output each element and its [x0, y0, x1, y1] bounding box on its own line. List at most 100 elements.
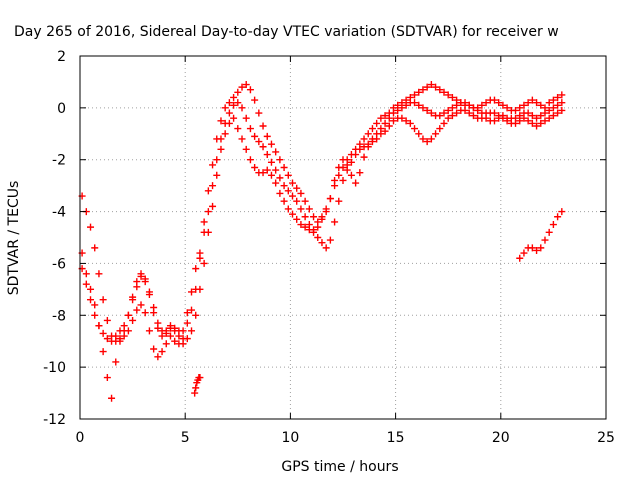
- data-point: [297, 221, 305, 229]
- data-point: [95, 322, 103, 330]
- data-point: [196, 249, 204, 257]
- data-point: [141, 275, 149, 283]
- data-point: [103, 335, 111, 343]
- data-point: [322, 205, 330, 213]
- data-point: [276, 156, 284, 164]
- data-point: [154, 319, 162, 327]
- data-point: [436, 112, 444, 120]
- data-point: [331, 182, 339, 190]
- data-point: [423, 83, 431, 91]
- data-point: [545, 114, 553, 122]
- data-point: [524, 109, 532, 117]
- data-point: [179, 340, 187, 348]
- data-point: [242, 145, 250, 153]
- data-point: [145, 288, 153, 296]
- data-point: [339, 176, 347, 184]
- data-point: [284, 187, 292, 195]
- data-point: [469, 112, 477, 120]
- data-point: [381, 112, 389, 120]
- data-point: [343, 156, 351, 164]
- data-point: [533, 246, 541, 254]
- data-point: [305, 205, 313, 213]
- data-point: [545, 99, 553, 107]
- data-point: [209, 202, 217, 210]
- data-point: [356, 145, 364, 153]
- data-point: [87, 296, 95, 304]
- data-point: [259, 122, 267, 130]
- data-point: [398, 114, 406, 122]
- data-point: [238, 135, 246, 143]
- data-point: [448, 112, 456, 120]
- data-point: [251, 96, 259, 104]
- data-point: [373, 135, 381, 143]
- data-point: [129, 293, 137, 301]
- data-point: [385, 122, 393, 130]
- data-point: [381, 127, 389, 135]
- x-tick-label: 5: [181, 430, 190, 446]
- data-point: [368, 125, 376, 133]
- data-point: [272, 148, 280, 156]
- data-point: [457, 99, 465, 107]
- data-point: [440, 109, 448, 117]
- data-point: [251, 163, 259, 171]
- data-point: [305, 226, 313, 234]
- data-point: [503, 117, 511, 125]
- data-point: [263, 132, 271, 140]
- data-point: [453, 96, 461, 104]
- data-point: [490, 109, 498, 117]
- data-point: [255, 109, 263, 117]
- data-point: [171, 324, 179, 332]
- data-point: [331, 218, 339, 226]
- data-point: [318, 239, 326, 247]
- data-point: [108, 394, 116, 402]
- data-point: [200, 218, 208, 226]
- data-point: [524, 117, 532, 125]
- data-point: [381, 119, 389, 127]
- data-point: [394, 101, 402, 109]
- data-points: [78, 81, 566, 402]
- data-point: [188, 327, 196, 335]
- data-point: [541, 104, 549, 112]
- data-point: [482, 99, 490, 107]
- data-point: [528, 119, 536, 127]
- data-point: [520, 101, 528, 109]
- data-point: [310, 228, 318, 236]
- data-point: [179, 327, 187, 335]
- data-point: [284, 171, 292, 179]
- data-point: [301, 197, 309, 205]
- data-point: [499, 101, 507, 109]
- data-point: [512, 106, 520, 114]
- y-tick-label: 2: [57, 49, 66, 65]
- series-3: [78, 106, 566, 402]
- data-point: [440, 88, 448, 96]
- data-point: [528, 96, 536, 104]
- data-point: [87, 223, 95, 231]
- data-point: [554, 109, 562, 117]
- data-point: [440, 119, 448, 127]
- data-point: [427, 81, 435, 89]
- data-point: [310, 213, 318, 221]
- data-point: [318, 213, 326, 221]
- data-point: [528, 112, 536, 120]
- chart-title: Day 265 of 2016, Sidereal Day-to-day VTE…: [14, 24, 559, 40]
- x-tick-label: 25: [597, 430, 615, 446]
- data-point: [150, 304, 158, 312]
- data-point: [196, 285, 204, 293]
- data-point: [204, 187, 212, 195]
- data-point: [537, 112, 545, 120]
- data-point: [267, 171, 275, 179]
- data-point: [427, 109, 435, 117]
- data-point: [82, 280, 90, 288]
- data-point: [289, 210, 297, 218]
- data-point: [411, 91, 419, 99]
- data-point: [490, 96, 498, 104]
- y-tick-label: -10: [43, 360, 66, 376]
- data-point: [427, 135, 435, 143]
- data-point: [356, 169, 364, 177]
- data-point: [129, 316, 137, 324]
- data-point: [558, 99, 566, 107]
- data-point: [284, 205, 292, 213]
- data-point: [183, 309, 191, 317]
- data-point: [419, 86, 427, 94]
